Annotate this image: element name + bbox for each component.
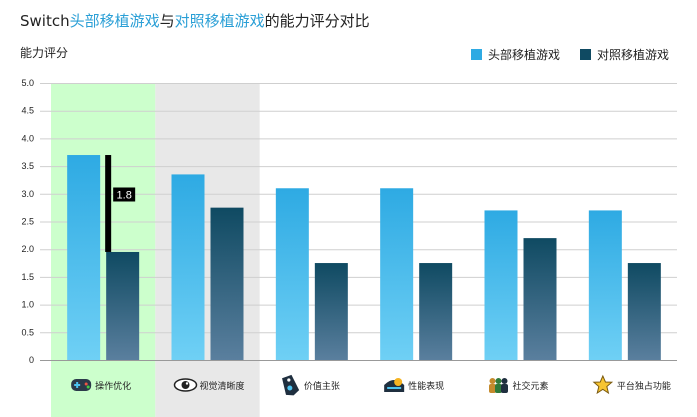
y-tick-label: 2.5: [21, 217, 34, 227]
bar-series-1[interactable]: [588, 210, 622, 360]
price-tag-icon: [282, 374, 300, 396]
category-label: 社交元素: [513, 380, 549, 392]
legend-label-series-1: 头部移植游戏: [487, 48, 560, 62]
y-tick-label: 1.5: [21, 272, 34, 282]
bar-series-2[interactable]: [419, 263, 453, 360]
category-label: 性能表现: [408, 380, 444, 392]
y-axis-label: 能力评分: [20, 46, 69, 60]
category-label: 操作优化: [95, 380, 131, 392]
title-connector: 与: [159, 12, 175, 30]
bar-series-1[interactable]: [275, 188, 309, 360]
legend-item-series-2[interactable]: 对照移植游戏: [579, 46, 669, 63]
difference-bracket: [105, 155, 112, 252]
legend-swatch-series-1: [470, 49, 482, 60]
star-icon: [592, 374, 614, 395]
bar-series-2[interactable]: [210, 207, 244, 360]
category-label: 视觉清晰度: [200, 380, 245, 392]
legend-item-series-1[interactable]: 头部移植游戏: [470, 46, 560, 63]
bar-series-2[interactable]: [106, 251, 140, 360]
title-prefix: Switch: [20, 12, 70, 30]
bar-series-2[interactable]: [314, 263, 348, 360]
legend-swatch-series-2: [579, 49, 591, 60]
category-label: 价值主张: [304, 380, 340, 392]
y-tick-label: 1.0: [21, 300, 34, 310]
difference-label: 1.8: [117, 189, 132, 201]
y-tick-label: 3.0: [21, 189, 34, 199]
legend: 头部移植游戏 对照移植游戏: [470, 46, 669, 63]
chart-title: Switch头部移植游戏与对照移植游戏的能力评分对比: [20, 10, 370, 31]
performance-icon: [384, 378, 405, 392]
title-highlight-control-games: 对照移植游戏: [174, 12, 265, 30]
eye-icon: [173, 378, 198, 392]
bar-series-1[interactable]: [171, 174, 205, 360]
y-tick-label: 4.5: [21, 106, 34, 116]
legend-label-series-2: 对照移植游戏: [596, 48, 669, 62]
y-tick-label: 4.0: [21, 133, 34, 143]
y-tick-label: 0: [29, 355, 34, 365]
category-label: 平台独占功能: [617, 380, 671, 392]
gamepad-icon: [71, 379, 92, 391]
title-suffix: 的能力评分对比: [264, 12, 370, 30]
y-tick-label: 0.5: [21, 327, 34, 337]
bar-series-2[interactable]: [627, 263, 661, 360]
bar-series-2[interactable]: [523, 238, 557, 360]
bar-series-1[interactable]: [380, 188, 414, 360]
title-highlight-top-games: 头部移植游戏: [69, 12, 160, 30]
bar-series-1[interactable]: [484, 210, 518, 360]
people-icon: [489, 378, 508, 393]
bar-series-1[interactable]: [67, 155, 101, 360]
y-tick-label: 3.5: [21, 161, 34, 171]
difference-label-bg: [113, 187, 136, 202]
y-tick-label: 5.0: [21, 78, 34, 88]
y-tick-label: 2.0: [21, 244, 34, 254]
